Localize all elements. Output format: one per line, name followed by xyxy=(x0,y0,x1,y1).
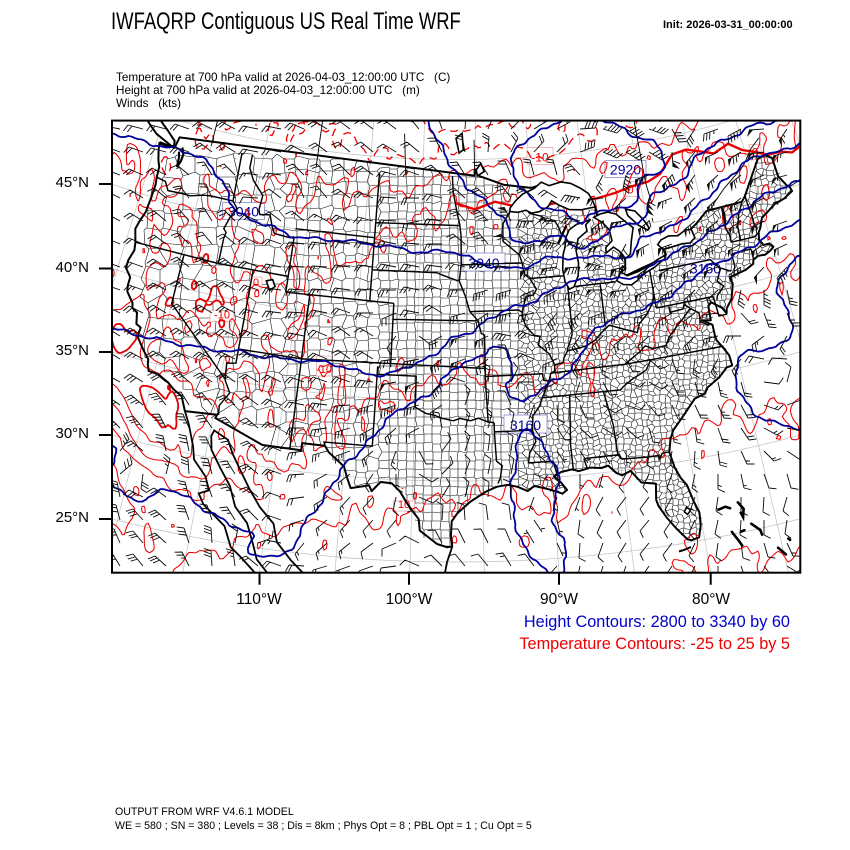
svg-text:-10: -10 xyxy=(214,310,230,322)
svg-text:0: 0 xyxy=(627,183,634,197)
svg-text:-10: -10 xyxy=(531,151,549,165)
svg-text:0: 0 xyxy=(253,277,259,289)
svg-text:2920: 2920 xyxy=(610,161,641,177)
svg-text:-10: -10 xyxy=(316,364,332,376)
